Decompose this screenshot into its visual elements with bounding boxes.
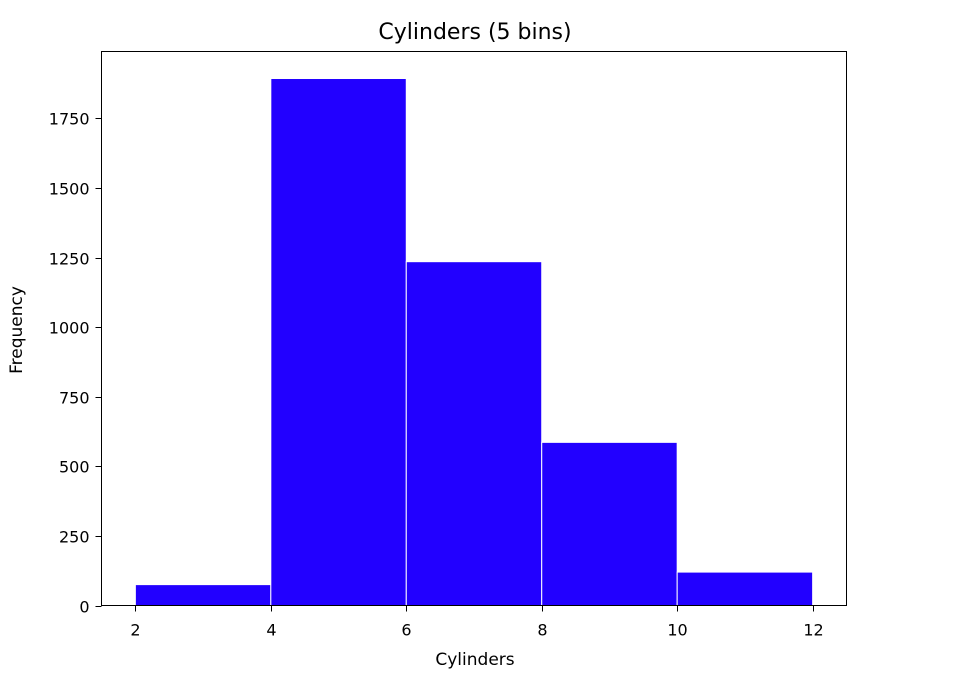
y-tick-label: 250 xyxy=(59,528,90,547)
x-axis-label: Cylinders xyxy=(435,650,514,670)
y-tick-label: 500 xyxy=(59,458,90,477)
x-tick-label: 6 xyxy=(401,621,411,640)
x-tick-label: 10 xyxy=(667,621,687,640)
y-tick-label: 1250 xyxy=(49,250,90,269)
y-axis-ticks: 0 250 500 750 1000 1250 1500 1750 xyxy=(49,110,102,617)
y-tick-label: 750 xyxy=(59,389,90,408)
histogram-bar xyxy=(270,78,407,606)
x-tick-label: 2 xyxy=(130,621,140,640)
x-tick-label: 4 xyxy=(266,621,276,640)
histogram-bar xyxy=(405,261,543,606)
x-tick-label: 12 xyxy=(803,621,823,640)
bars-group xyxy=(134,78,814,607)
histogram-bar xyxy=(134,584,272,607)
y-tick-label: 1500 xyxy=(49,180,90,199)
histogram-bar xyxy=(676,571,814,606)
y-axis-label: Frequency xyxy=(7,286,27,374)
y-tick-label: 1000 xyxy=(49,319,90,338)
histogram-bar xyxy=(541,441,678,606)
chart-title: Cylinders (5 bins) xyxy=(378,20,571,45)
y-tick-label: 0 xyxy=(79,598,89,617)
plot-frame xyxy=(101,51,847,606)
x-tick-label: 8 xyxy=(537,621,547,640)
y-tick-label: 1750 xyxy=(49,110,90,129)
x-axis-ticks: 2 4 6 8 10 12 xyxy=(130,605,824,640)
